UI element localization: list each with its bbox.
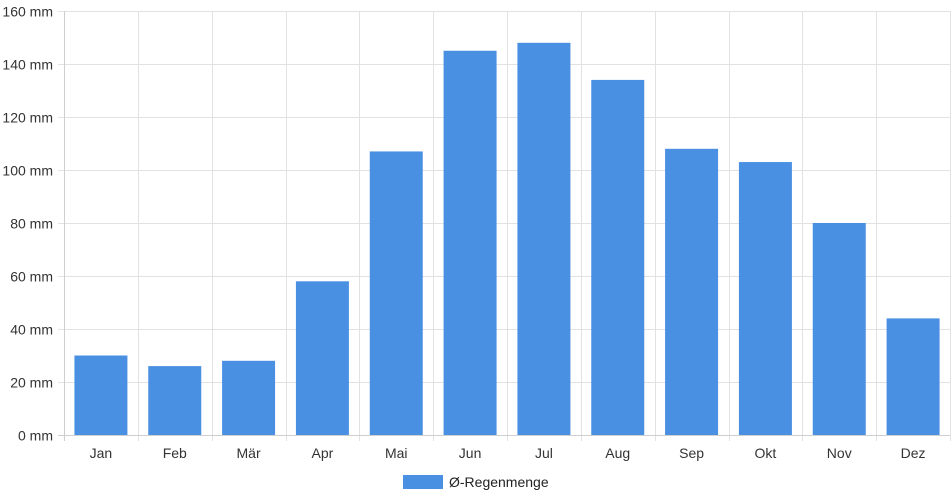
x-tick-label: Okt <box>755 445 777 461</box>
y-tick-label: 140 mm <box>2 57 53 73</box>
legend-label[interactable]: Ø-Regenmenge <box>449 474 549 490</box>
y-tick-label: 60 mm <box>10 269 53 285</box>
bar-okt[interactable] <box>738 162 792 436</box>
x-tick-label: Jan <box>90 445 113 461</box>
x-tick-label: Jul <box>535 445 553 461</box>
x-tick-label: Sep <box>679 445 704 461</box>
bar-jan[interactable] <box>74 355 128 436</box>
y-tick-label: 120 mm <box>2 110 53 126</box>
bar-sep[interactable] <box>665 148 719 436</box>
bar-dez[interactable] <box>886 318 940 435</box>
y-tick-label: 40 mm <box>10 322 53 338</box>
bar-nov[interactable] <box>812 223 866 435</box>
x-tick-label: Aug <box>605 445 630 461</box>
grid-layer <box>58 11 951 441</box>
x-tick-label: Jun <box>459 445 482 461</box>
legend-swatch[interactable] <box>403 475 443 489</box>
x-tick-label: Dez <box>901 445 926 461</box>
bar-aug[interactable] <box>591 79 645 436</box>
bar-mai[interactable] <box>369 151 423 435</box>
legend[interactable]: Ø-Regenmenge <box>403 474 549 490</box>
y-tick-label: 160 mm <box>2 4 53 20</box>
bar-feb[interactable] <box>148 366 202 435</box>
y-tick-label: 80 mm <box>10 216 53 232</box>
x-tick-label: Mär <box>237 445 261 461</box>
y-tick-label: 20 mm <box>10 375 53 391</box>
x-tick-label: Apr <box>312 445 334 461</box>
y-tick-label: 0 mm <box>18 428 53 444</box>
y-tick-label: 100 mm <box>2 163 53 179</box>
label-layer: 0 mm 20 mm 40 mm 60 mm 80 mm 100 mm 120 mm 140 … <box>2 4 925 462</box>
bar-jun[interactable] <box>443 50 497 435</box>
x-tick-label: Mai <box>385 445 408 461</box>
bar-mär[interactable] <box>222 360 276 435</box>
bar-jul[interactable] <box>517 42 571 436</box>
axis-layer <box>58 11 950 441</box>
bar-apr[interactable] <box>295 281 349 435</box>
x-tick-label: Feb <box>163 445 187 461</box>
bar-layer <box>74 42 940 436</box>
x-tick-label: Nov <box>827 445 852 461</box>
